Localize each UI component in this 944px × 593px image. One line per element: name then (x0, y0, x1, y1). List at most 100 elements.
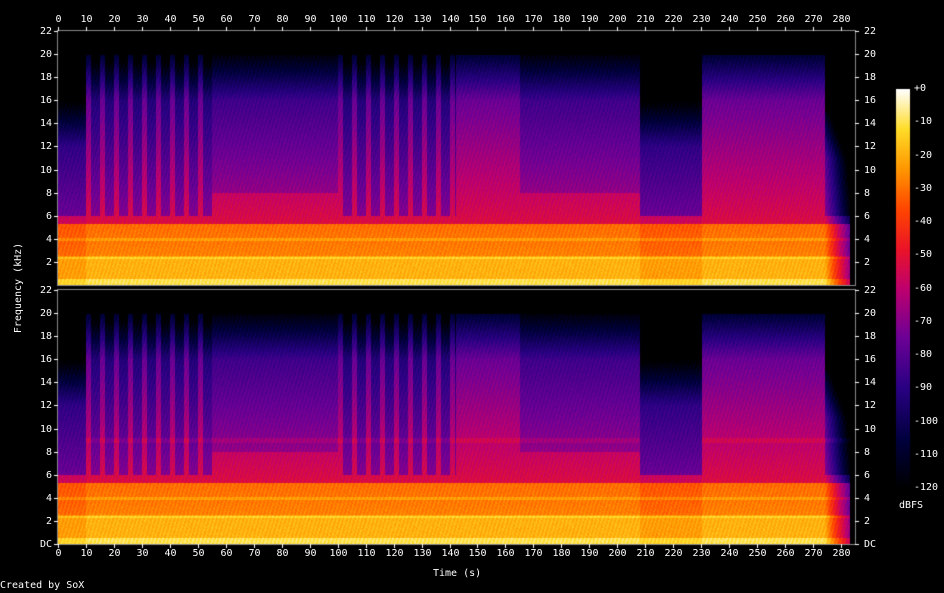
x-tick-label-top: 150 (468, 14, 487, 25)
colorbar-tick-label: -40 (914, 216, 933, 227)
y-tick-label-right: 22 (864, 25, 877, 37)
y-tick-label-right: 10 (864, 423, 877, 435)
y-tick-label-right: 10 (864, 164, 877, 176)
x-tick-label-top: 20 (108, 14, 121, 25)
x-tick-label-bottom: 160 (496, 548, 515, 559)
x-tick-label-bottom: 10 (80, 548, 93, 559)
y-tick-label-right: 18 (864, 71, 877, 83)
x-tick-label-top: 280 (832, 14, 851, 25)
y-tick-label-left: 12 (39, 140, 52, 152)
y-tick-label-left: 16 (39, 94, 52, 106)
colorbar-label: dBFS (899, 500, 924, 511)
y-tick-label-left: 8 (45, 187, 52, 199)
y-tick-label-left: 2 (45, 256, 52, 268)
x-tick-label-top: 40 (164, 14, 177, 25)
x-tick-label-top: 230 (692, 14, 711, 25)
x-tick-label-top: 180 (552, 14, 571, 25)
y-tick-label-right: DC (864, 538, 877, 550)
y-tick-label-left: 10 (39, 164, 52, 176)
x-tick-label-top: 170 (524, 14, 543, 25)
y-tick-label-left: 20 (39, 48, 52, 60)
x-tick-label-top: 190 (580, 14, 599, 25)
x-tick-label-bottom: 60 (220, 548, 233, 559)
x-tick-label-bottom: 180 (552, 548, 571, 559)
y-tick-label-left: 14 (39, 117, 52, 129)
colorbar-tick-label: -120 (914, 482, 939, 493)
y-tick-label-right: 20 (864, 48, 877, 60)
x-tick-label-bottom: 0 (55, 548, 62, 559)
x-axis-label: Time (s) (433, 568, 482, 579)
y-tick-label-left: DC (39, 538, 52, 550)
y-tick-label-right: 2 (864, 256, 871, 268)
x-tick-label-top: 30 (136, 14, 149, 25)
y-tick-label-left: 16 (39, 353, 52, 365)
credit-text: Created by SoX (0, 580, 85, 591)
x-tick-label-top: 100 (329, 14, 348, 25)
y-tick-label-right: 22 (864, 284, 877, 296)
colorbar-tick-label: -70 (914, 316, 933, 327)
y-tick-label-left: 4 (45, 492, 52, 504)
y-tick-label-right: 8 (864, 187, 871, 199)
colorbar-tick-label: -110 (914, 449, 939, 460)
y-tick-label-left: 6 (45, 469, 52, 481)
x-tick-label-top: 240 (720, 14, 739, 25)
x-tick-label-bottom: 190 (580, 548, 599, 559)
x-tick-label-top: 270 (804, 14, 823, 25)
x-tick-label-bottom: 150 (468, 548, 487, 559)
y-tick-label-right: 16 (864, 353, 877, 365)
y-tick-label-right: 6 (864, 469, 871, 481)
x-tick-label-top: 130 (413, 14, 432, 25)
x-tick-label-bottom: 20 (108, 548, 121, 559)
x-tick-label-bottom: 260 (776, 548, 795, 559)
y-tick-label-right: 14 (864, 376, 877, 388)
y-tick-label-left: 14 (39, 376, 52, 388)
y-tick-label-left: 22 (39, 25, 52, 37)
colorbar-tick-label: -60 (914, 283, 933, 294)
y-tick-label-left: 18 (39, 330, 52, 342)
x-tick-label-top: 140 (441, 14, 460, 25)
x-tick-label-bottom: 50 (192, 548, 205, 559)
x-tick-label-top: 200 (608, 14, 627, 25)
y-tick-label-right: 8 (864, 446, 871, 458)
x-tick-label-bottom: 130 (413, 548, 432, 559)
colorbar-tick-label: -80 (914, 349, 933, 360)
x-tick-label-top: 160 (496, 14, 515, 25)
y-tick-label-left: 12 (39, 399, 52, 411)
y-tick-label-right: 20 (864, 307, 877, 319)
x-tick-label-top: 110 (357, 14, 376, 25)
y-tick-label-left: 4 (45, 233, 52, 245)
x-tick-label-top: 50 (192, 14, 205, 25)
x-tick-label-bottom: 40 (164, 548, 177, 559)
x-tick-label-top: 220 (664, 14, 683, 25)
x-tick-label-bottom: 270 (804, 548, 823, 559)
colorbar-tick-label: -10 (914, 116, 933, 127)
x-tick-label-top: 10 (80, 14, 93, 25)
y-tick-label-right: 12 (864, 399, 877, 411)
y-tick-label-right: 2 (864, 515, 871, 527)
x-tick-label-top: 260 (776, 14, 795, 25)
x-tick-label-top: 120 (385, 14, 404, 25)
colorbar-tick-label: -50 (914, 249, 933, 260)
x-tick-label-top: 0 (55, 14, 62, 25)
x-tick-label-bottom: 30 (136, 548, 149, 559)
y-tick-label-left: 8 (45, 446, 52, 458)
x-tick-label-bottom: 80 (276, 548, 289, 559)
y-tick-label-left: 10 (39, 423, 52, 435)
x-tick-label-bottom: 90 (304, 548, 317, 559)
colorbar-tick-label: -30 (914, 183, 933, 194)
x-tick-label-top: 80 (276, 14, 289, 25)
x-tick-label-bottom: 250 (748, 548, 767, 559)
x-tick-label-bottom: 210 (636, 548, 655, 559)
x-tick-label-top: 210 (636, 14, 655, 25)
y-tick-label-right: 18 (864, 330, 877, 342)
x-tick-label-bottom: 110 (357, 548, 376, 559)
x-tick-label-bottom: 280 (832, 548, 851, 559)
x-tick-label-bottom: 170 (524, 548, 543, 559)
colorbar-tick-label: -90 (914, 382, 933, 393)
y-tick-label-right: 4 (864, 233, 871, 245)
y-tick-label-right: 4 (864, 492, 871, 504)
x-tick-label-bottom: 140 (441, 548, 460, 559)
y-tick-label-left: 22 (39, 284, 52, 296)
x-tick-label-top: 70 (248, 14, 261, 25)
